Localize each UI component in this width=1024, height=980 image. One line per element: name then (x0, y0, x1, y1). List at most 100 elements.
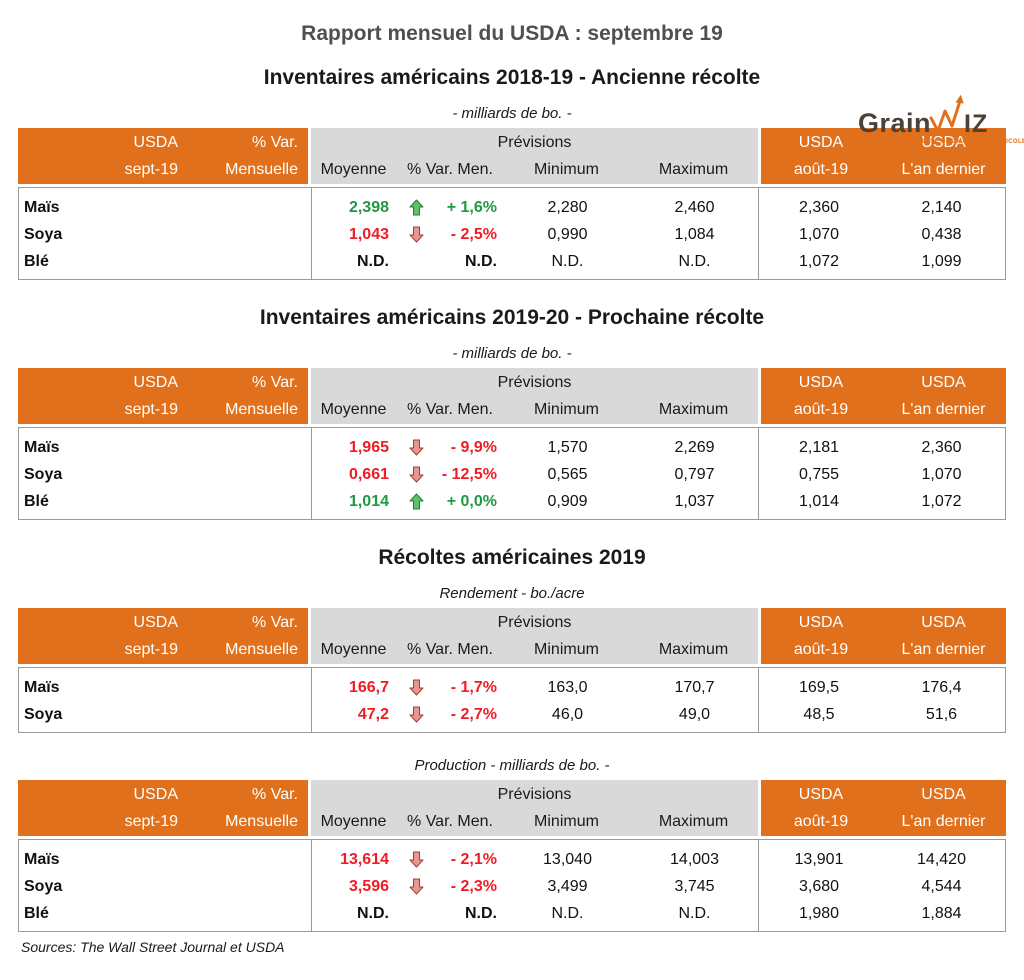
column-header-usda-sept: USDA sept-19 (18, 608, 188, 664)
column-header-moyenne: Moyenne (320, 161, 387, 178)
cell-maximum: 2,269 (674, 439, 715, 456)
cell-moyenne: N.D. (357, 253, 389, 270)
cell-maximum: 1,037 (674, 493, 715, 510)
cell-minimum: 0,565 (547, 466, 588, 483)
table-row-mais: Maïs 2,398 + 1,6% 2,280 2,460 2,360 2,14… (19, 194, 1005, 221)
column-divider (758, 668, 759, 732)
table-header: USDA sept-19 % Var. Mensuelle Prévisions… (18, 128, 1006, 184)
unit-subtitle-old-crop: - milliards de bo. - (452, 105, 572, 122)
header-sept-label: sept-19 (124, 401, 178, 418)
table-row-soya: Soya 47,2 - 2,7% 46,0 49,0 48,5 51,6 (19, 701, 1005, 728)
column-header-var-men: % Var. Men. (407, 401, 493, 418)
column-header-var-mensuelle: % Var. Mensuelle (188, 608, 308, 664)
cell-minimum: 163,0 (547, 679, 588, 696)
header-usda-label: USDA (133, 614, 178, 631)
table-body: Maïs 13,614 - 2,1% 13,040 14,003 13,901 … (18, 839, 1006, 932)
var-men-value: - 12,5% (441, 466, 497, 483)
header-usda-label: USDA (133, 786, 178, 803)
header-mensuelle-label: Mensuelle (225, 641, 298, 658)
column-header-usda-aout: USDA août-19 (761, 128, 881, 184)
cell-aout: 13,901 (794, 851, 844, 868)
header-usda-label: USDA (798, 614, 844, 631)
trend-down-arrow-icon (409, 439, 424, 456)
column-divider (311, 428, 312, 519)
cell-moyenne: 1,014 (348, 493, 389, 510)
table-body: Maïs 166,7 - 1,7% 163,0 170,7 169,5 176,… (18, 667, 1006, 733)
header-usda-label: USDA (921, 614, 966, 631)
table-row-soya: Soya 1,043 - 2,5% 0,990 1,084 1,070 0,43… (19, 221, 1005, 248)
var-men-value: + 1,6% (446, 199, 497, 216)
row-label: Soya (24, 466, 63, 483)
row-label: Maïs (24, 679, 60, 696)
cell-lan-dernier: 176,4 (921, 679, 962, 696)
column-divider (758, 428, 759, 519)
column-header-usda-aout: USDA août-19 (761, 368, 881, 424)
cell-moyenne: 0,661 (348, 466, 389, 483)
cell-maximum: 170,7 (674, 679, 715, 696)
table-old-crop-inventory: USDA sept-19 % Var. Mensuelle Prévisions… (18, 128, 1006, 280)
column-header-maximum: Maximum (658, 161, 729, 178)
header-block-usda-sept: USDA sept-19 % Var. Mensuelle (18, 368, 311, 424)
table-header: USDA sept-19 % Var. Mensuelle Prévisions… (18, 368, 1006, 424)
table-new-crop-inventory: USDA sept-19 % Var. Mensuelle Prévisions… (18, 368, 1006, 520)
cell-moyenne: 1,965 (348, 439, 389, 456)
cell-maximum: 2,460 (674, 199, 715, 216)
column-header-usda-aout: USDA août-19 (761, 608, 881, 664)
cell-lan-dernier: 2,140 (921, 199, 962, 216)
table-row-soya: Soya 3,596 - 2,3% 3,499 3,745 3,680 4,54… (19, 873, 1005, 900)
logo-text-iz: IZ (964, 110, 989, 138)
header-block-previsions: Prévisions Moyenne % Var. Men. Minimum M… (311, 368, 761, 424)
cell-minimum: 3,499 (547, 878, 588, 895)
section-title-new-crop: Inventaires américains 2019-20 - Prochai… (259, 306, 765, 329)
table-header: USDA sept-19 % Var. Mensuelle Prévisions… (18, 608, 1006, 664)
row-label: Maïs (24, 851, 60, 868)
row-label: Soya (24, 226, 63, 243)
cell-aout: 169,5 (798, 679, 840, 696)
section-title-harvest: Récoltes américaines 2019 (378, 546, 646, 569)
page-title: Rapport mensuel du USDA : septembre 19 (301, 22, 723, 45)
var-men-value: - 1,7% (450, 679, 497, 696)
cell-maximum: 0,797 (674, 466, 715, 483)
cell-aout: 1,014 (798, 493, 840, 510)
cell-aout: 2,360 (798, 199, 840, 216)
table-header: USDA sept-19 % Var. Mensuelle Prévisions… (18, 780, 1006, 836)
cell-var-men: + 0,0% (397, 488, 505, 515)
cell-var-men: N.D. (397, 900, 505, 927)
column-header-moyenne: Moyenne (320, 401, 387, 418)
column-divider (758, 188, 759, 279)
cell-var-men: - 2,1% (397, 846, 505, 873)
header-block-previsions: Prévisions Moyenne % Var. Men. Minimum M… (311, 608, 761, 664)
cell-maximum: 14,003 (670, 851, 719, 868)
row-label: Blé (24, 253, 49, 270)
cell-aout: 2,181 (798, 439, 840, 456)
header-block-previsions: Prévisions Moyenne % Var. Men. Minimum M… (311, 128, 761, 184)
column-header-maximum: Maximum (658, 813, 729, 830)
column-header-var-mensuelle: % Var. Mensuelle (188, 368, 308, 424)
table-body: Maïs 2,398 + 1,6% 2,280 2,460 2,360 2,14… (18, 187, 1006, 280)
header-sept-label: sept-19 (124, 641, 178, 658)
column-header-moyenne: Moyenne (320, 813, 387, 830)
cell-moyenne: 1,043 (348, 226, 389, 243)
column-divider (311, 188, 312, 279)
column-header-moyenne: Moyenne (320, 641, 387, 658)
cell-lan-dernier: 1,099 (921, 253, 962, 270)
column-header-usda-sept: USDA sept-19 (18, 368, 188, 424)
header-lan-dernier-label: L'an dernier (901, 813, 986, 830)
table-row-ble: Blé 1,014 + 0,0% 0,909 1,037 1,014 1,072 (19, 488, 1005, 515)
cell-var-men: - 2,7% (397, 701, 505, 728)
cell-lan-dernier: 14,420 (917, 851, 966, 868)
column-header-var-men: % Var. Men. (407, 813, 493, 830)
cell-lan-dernier: 2,360 (921, 439, 962, 456)
cell-maximum: 3,745 (674, 878, 715, 895)
header-mensuelle-label: Mensuelle (225, 813, 298, 830)
column-header-usda-sept: USDA sept-19 (18, 780, 188, 836)
cell-minimum: 2,280 (547, 199, 588, 216)
column-header-usda-sept: USDA sept-19 (18, 128, 188, 184)
trend-down-arrow-icon (409, 878, 424, 895)
column-header-maximum: Maximum (658, 401, 729, 418)
column-header-var-men: % Var. Men. (407, 641, 493, 658)
trend-down-arrow-icon (409, 466, 424, 483)
column-header-var-mensuelle: % Var. Mensuelle (188, 780, 308, 836)
header-usda-label: USDA (798, 374, 844, 391)
table-row-mais: Maïs 166,7 - 1,7% 163,0 170,7 169,5 176,… (19, 674, 1005, 701)
